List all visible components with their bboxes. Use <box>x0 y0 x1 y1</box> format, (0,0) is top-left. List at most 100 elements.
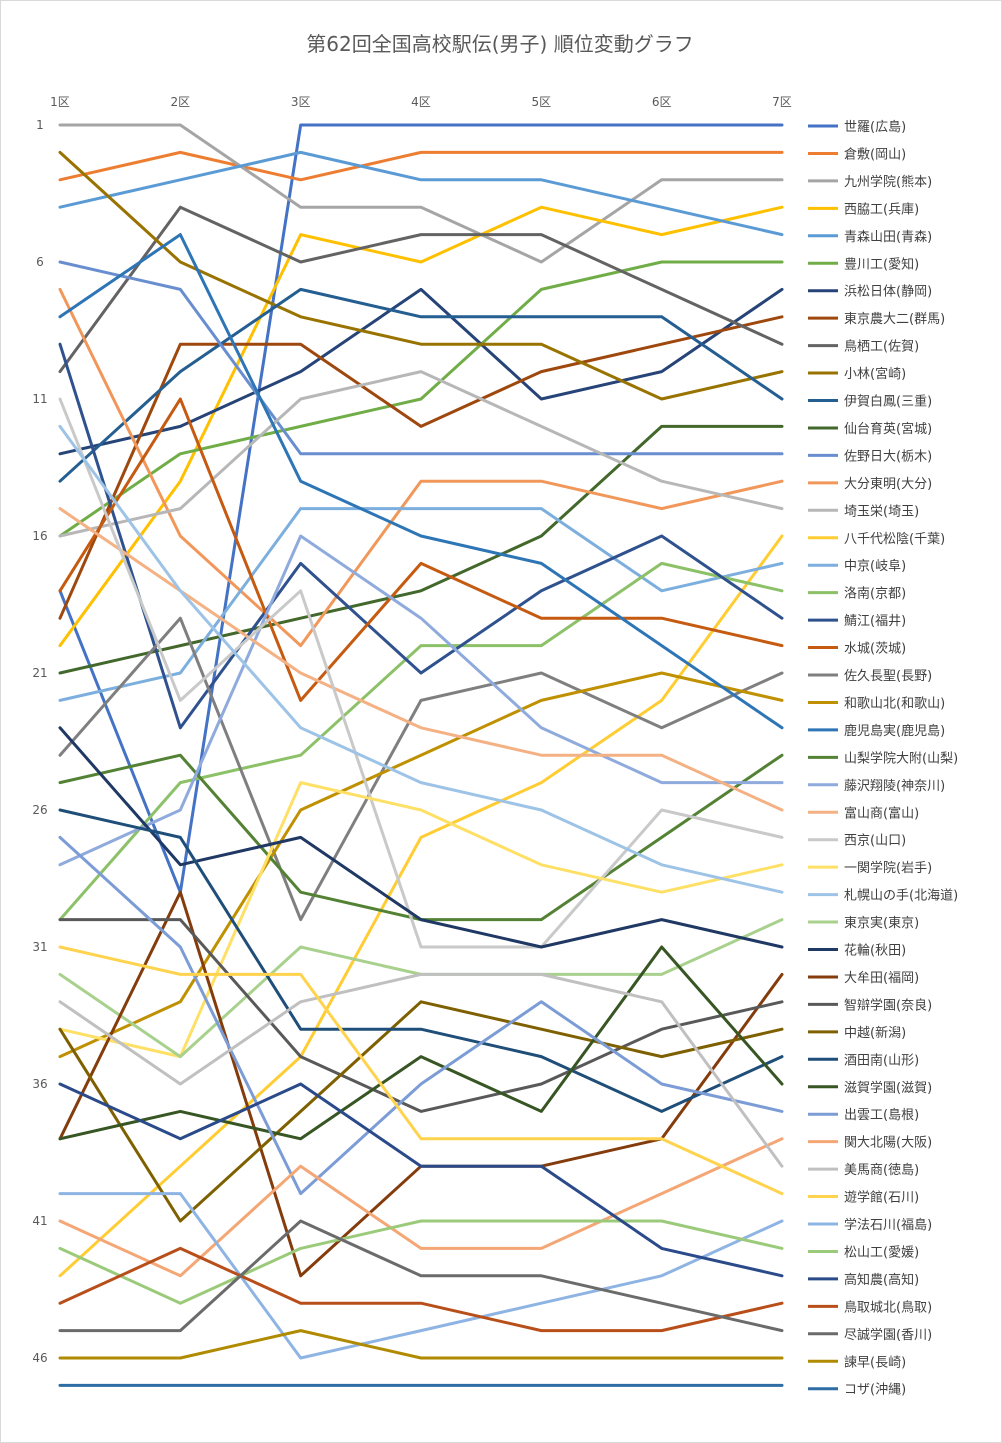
legend-label: 松山工(愛媛) <box>844 1245 919 1260</box>
series-line <box>58 1000 784 1223</box>
y-tick-label: 36 <box>32 1077 47 1091</box>
series-line <box>58 507 784 812</box>
series-line <box>58 397 784 949</box>
legend-item: 一関学院(岩手) <box>808 860 932 876</box>
legend-item: 西京(山口) <box>808 834 906 849</box>
legend-item: 富山商(富山) <box>808 805 919 821</box>
legend-label: 豊川工(愛知) <box>844 256 919 272</box>
y-tick-label: 41 <box>32 1214 47 1228</box>
series-line <box>58 726 784 949</box>
series-line <box>58 287 784 648</box>
x-tick-label: 2区 <box>171 95 191 109</box>
legend-item: コザ(沖縄) <box>808 1383 906 1398</box>
series-line <box>58 616 784 922</box>
legend-label: 佐久長聖(長野) <box>844 669 932 684</box>
legend-item: 高知農(高知) <box>808 1272 919 1288</box>
series-line <box>58 1082 784 1278</box>
legend-label: 一関学院(岩手) <box>844 860 932 876</box>
legend-label: 仙台育英(宮城) <box>844 421 932 437</box>
legend-label: 遊学館(石川) <box>844 1190 919 1206</box>
legend-label: 札幌山の手(北海道) <box>844 888 958 904</box>
legend-item: 東京農大二(群馬) <box>808 311 945 327</box>
legend-item: 埼玉栄(埼玉) <box>808 504 919 519</box>
legend-label: 鳥栖工(佐賀) <box>844 340 919 355</box>
series-line <box>58 150 784 182</box>
legend-item: 滋賀学園(滋賀) <box>808 1080 932 1096</box>
legend-item: 鳥栖工(佐賀) <box>808 340 919 355</box>
y-tick-label: 16 <box>32 529 47 543</box>
legend-item: 尽誠学園(香川) <box>808 1327 932 1343</box>
legend-label: 東京農大二(群馬) <box>844 311 945 327</box>
legend-item: 松山工(愛媛) <box>808 1245 919 1260</box>
x-tick-label: 3区 <box>291 95 311 109</box>
series-line <box>58 918 784 1059</box>
legend-item: 大分東明(大分) <box>808 476 932 492</box>
series-line <box>58 918 784 1113</box>
series-line <box>58 808 784 1113</box>
series-line <box>58 561 784 922</box>
legend-item: 仙台育英(宮城) <box>808 421 932 437</box>
legend-item: 八千代松陰(千葉) <box>808 532 945 547</box>
legend-label: 藤沢翔陵(神奈川) <box>844 779 945 794</box>
legend-label: 青森山田(青森) <box>844 230 932 245</box>
series-line <box>58 972 784 1168</box>
series-line <box>58 1192 784 1360</box>
legend-label: 八千代松陰(千葉) <box>844 532 945 547</box>
legend-item: 和歌山北(和歌山) <box>808 696 945 711</box>
legend-item: 洛南(京都) <box>808 586 906 602</box>
legend-label: 鳥取城北(鳥取) <box>844 1300 932 1315</box>
x-axis-ticks: 1区 2区 3区 4区 5区 6区 7区 <box>50 95 792 109</box>
legend-item: 出雲工(島根) <box>808 1108 919 1123</box>
legend-item: 美馬商(徳島) <box>808 1163 919 1178</box>
legend-label: 美馬商(徳島) <box>844 1163 919 1178</box>
series-line <box>58 945 784 1141</box>
x-tick-label: 5区 <box>532 95 552 109</box>
series-line <box>58 260 784 538</box>
series-line <box>58 397 784 702</box>
y-tick-label: 26 <box>32 803 47 817</box>
series-line <box>58 1219 784 1333</box>
legend-label: 高知農(高知) <box>844 1272 919 1288</box>
series-line <box>58 123 784 264</box>
legend-label: 佐野日大(栃木) <box>844 449 932 464</box>
series-line <box>58 1246 784 1333</box>
legend-item: 水城(茨城) <box>808 642 906 657</box>
legend-item: 山梨学院大附(山梨) <box>808 750 958 766</box>
legend-label: 和歌山北(和歌山) <box>844 696 945 711</box>
series-line <box>58 1219 784 1305</box>
series-line <box>58 233 784 730</box>
legend-label: 関大北陽(大阪) <box>844 1136 932 1151</box>
legend-item: 花輪(秋田) <box>808 943 906 959</box>
legend-label: 智辯学園(奈良) <box>844 997 932 1013</box>
y-tick-label: 6 <box>36 255 44 269</box>
legend-label: 酒田南(山形) <box>844 1052 919 1068</box>
x-tick-label: 6区 <box>652 95 672 109</box>
chart-title: 第62回全国高校駅伝(男子) 順位変動グラフ <box>306 32 694 56</box>
legend-label: 伊賀白鳳(三重) <box>844 394 932 410</box>
legend-label: 九州学院(熊本) <box>844 174 932 190</box>
legend-item: 佐野日大(栃木) <box>808 449 932 464</box>
series-lines <box>58 123 784 1387</box>
series-line <box>58 424 784 894</box>
legend-label: 西京(山口) <box>844 834 906 849</box>
legend-label: 埼玉栄(埼玉) <box>844 504 919 519</box>
series-line <box>58 260 784 456</box>
legend-item: 小林(宮崎) <box>808 366 906 382</box>
legend-label: 諫早(長崎) <box>844 1354 906 1370</box>
legend-label: 学法石川(福島) <box>844 1217 932 1233</box>
series-line <box>58 534 784 1278</box>
series-line <box>58 150 784 237</box>
series-line <box>58 370 784 538</box>
y-tick-label: 11 <box>32 392 47 406</box>
legend-label: 鯖江(福井) <box>844 614 906 629</box>
series-line <box>58 534 784 867</box>
y-tick-label: 1 <box>36 118 44 132</box>
legend-item: 世羅(広島) <box>808 120 906 135</box>
legend-item: 鳥取城北(鳥取) <box>808 1300 932 1315</box>
legend-label: 浜松日体(静岡) <box>844 285 932 300</box>
legend-item: 関大北陽(大阪) <box>808 1136 932 1151</box>
legend-item: 遊学館(石川) <box>808 1190 919 1206</box>
series-line <box>58 945 784 1196</box>
